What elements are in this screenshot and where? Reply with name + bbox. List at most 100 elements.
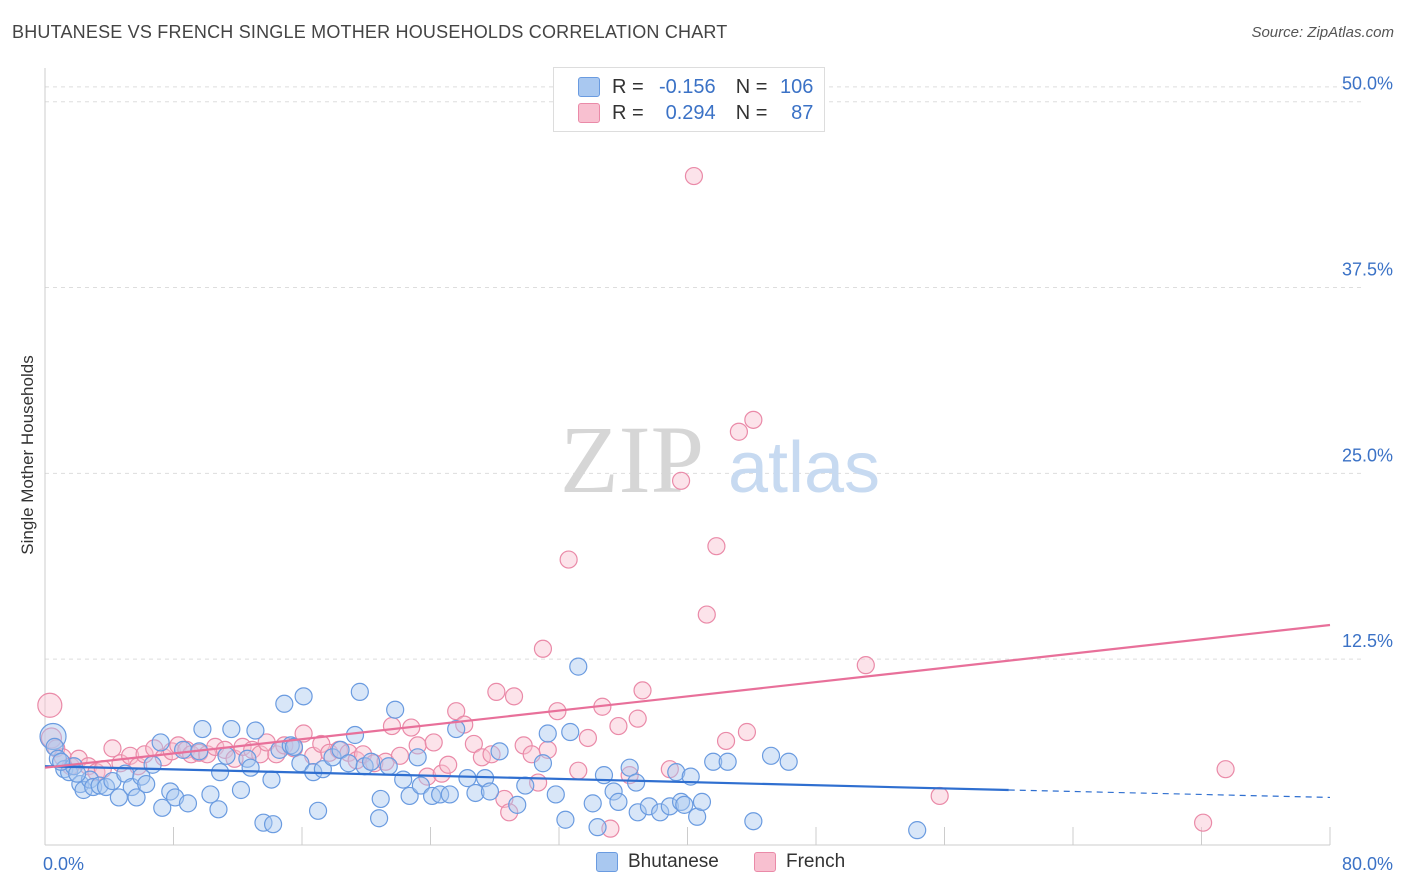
bhutanese-point bbox=[431, 785, 450, 804]
legend-item-french[interactable]: French bbox=[754, 851, 845, 873]
french-point bbox=[103, 739, 122, 758]
french-point bbox=[538, 740, 557, 759]
y-tick-label: 37.5% bbox=[1342, 260, 1393, 280]
french-point bbox=[744, 410, 763, 429]
bhutanese-point bbox=[651, 803, 670, 822]
bhutanese-point bbox=[447, 719, 466, 739]
french-point bbox=[620, 766, 639, 785]
correlation-legend: R = -0.156 N = 106 R = 0.294 N = 87 bbox=[553, 67, 825, 132]
bhutanese-point bbox=[908, 821, 927, 840]
bhutanese-point bbox=[604, 782, 623, 801]
bhutanese-point bbox=[222, 719, 241, 739]
french-point bbox=[856, 656, 875, 675]
bhutanese-point bbox=[626, 773, 646, 792]
r-label: R = bbox=[612, 101, 644, 124]
bhutanese-point bbox=[371, 789, 390, 809]
french-point bbox=[609, 716, 628, 736]
bhutanese-point bbox=[241, 758, 260, 777]
french-point bbox=[439, 755, 458, 774]
bhutanese-point bbox=[671, 792, 691, 811]
bhutanese-point bbox=[400, 786, 419, 806]
legend-row-bhutanese: R = -0.156 N = 106 bbox=[578, 75, 813, 99]
french-point bbox=[707, 537, 726, 556]
french-trend-line bbox=[44, 623, 1331, 769]
french-point bbox=[569, 761, 588, 780]
bhutanese-point bbox=[193, 719, 212, 739]
french-point bbox=[382, 716, 402, 736]
bhutanese-point bbox=[588, 818, 607, 837]
legend-item-bhutanese[interactable]: Bhutanese bbox=[596, 851, 719, 873]
french-point bbox=[504, 687, 524, 706]
french-point bbox=[37, 692, 63, 718]
bhutanese-point bbox=[556, 810, 575, 829]
bhutanese-n-value: 106 bbox=[780, 75, 814, 98]
bhutanese-point bbox=[217, 746, 236, 765]
bhutanese-point bbox=[294, 687, 313, 706]
french-point bbox=[729, 422, 749, 441]
bhutanese-point bbox=[480, 782, 500, 801]
bhutanese-trend-extension bbox=[1008, 789, 1331, 799]
bhutanese-point bbox=[704, 752, 723, 771]
bhutanese-legend-label: Bhutanese bbox=[628, 851, 719, 872]
french-point bbox=[390, 746, 410, 765]
bhutanese-point bbox=[569, 657, 588, 676]
y-tick-label: 12.5% bbox=[1342, 631, 1393, 651]
bhutanese-point bbox=[209, 800, 228, 819]
french-point bbox=[424, 733, 443, 752]
bhutanese-point bbox=[339, 754, 358, 773]
bhutanese-point bbox=[508, 795, 527, 814]
bhutanese-point bbox=[561, 722, 580, 742]
x-tick-label-max: 80.0% bbox=[1342, 854, 1393, 874]
bhutanese-point bbox=[263, 815, 283, 834]
french-point bbox=[716, 731, 736, 751]
french-point bbox=[628, 709, 647, 728]
bhutanese-point bbox=[681, 767, 700, 786]
bhutanese-point bbox=[546, 785, 565, 804]
french-point bbox=[1194, 813, 1213, 832]
gridlines bbox=[45, 86, 1365, 660]
bhutanese-point bbox=[490, 742, 509, 761]
watermark-atlas: atlas bbox=[728, 428, 880, 508]
bhutanese-point bbox=[639, 797, 659, 816]
bhutanese-point bbox=[84, 777, 103, 797]
french-point bbox=[559, 550, 578, 569]
bhutanese-point bbox=[408, 748, 427, 767]
bhutanese-point bbox=[178, 794, 198, 813]
bhutanese-point bbox=[231, 780, 251, 800]
bhutanese-point bbox=[440, 785, 459, 804]
french-point bbox=[1216, 760, 1235, 779]
french-point bbox=[633, 681, 652, 700]
bhutanese-point bbox=[262, 770, 281, 789]
french-n-value: 87 bbox=[791, 101, 814, 124]
bhutanese-point bbox=[628, 803, 647, 822]
bhutanese-point bbox=[675, 795, 694, 814]
bhutanese-point bbox=[761, 746, 781, 765]
french-point bbox=[464, 734, 483, 754]
bhutanese-point bbox=[210, 763, 230, 782]
tick-labels: 12.5% 25.0% 37.5% 50.0% 0.0% 80.0% bbox=[43, 74, 1393, 874]
bhutanese-point bbox=[516, 776, 535, 795]
watermark-zip: ZIP bbox=[560, 406, 704, 513]
french-r-value: 0.294 bbox=[665, 101, 716, 124]
french-point bbox=[578, 728, 598, 748]
r-label: R = bbox=[612, 75, 644, 98]
bhutanese-legend-swatch bbox=[596, 852, 618, 872]
bhutanese-trend-line bbox=[44, 765, 1009, 792]
bhutanese-point bbox=[533, 754, 553, 773]
n-label: N = bbox=[735, 75, 768, 98]
bhutanese-point bbox=[109, 788, 128, 807]
bhutanese-point bbox=[127, 788, 146, 807]
bhutanese-point bbox=[153, 798, 172, 817]
french-legend-swatch bbox=[754, 852, 776, 872]
bhutanese-point bbox=[411, 776, 430, 795]
bhutanese-point bbox=[246, 721, 265, 740]
bhutanese-point bbox=[386, 700, 405, 719]
axes bbox=[44, 68, 1331, 846]
bhutanese-point bbox=[660, 797, 679, 816]
french-point bbox=[447, 702, 466, 721]
n-label: N = bbox=[735, 101, 768, 124]
bhutanese-point bbox=[331, 740, 350, 759]
french-point bbox=[697, 605, 716, 624]
french-point bbox=[533, 639, 553, 658]
